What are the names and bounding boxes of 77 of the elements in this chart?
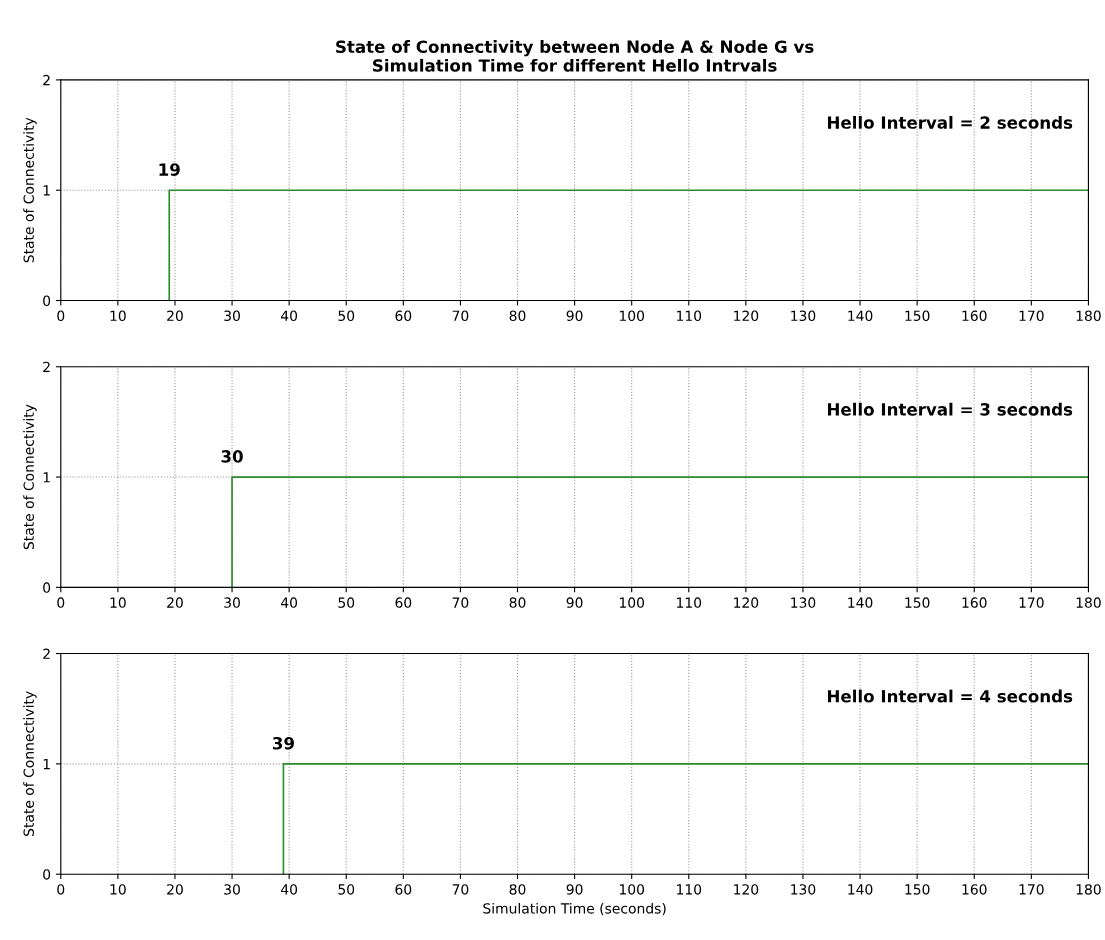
x-tick-label: 170 (1019, 310, 1044, 322)
x-tick-label: 140 (848, 884, 873, 895)
y-tick-label: 2 (43, 74, 50, 86)
x-tick-label: 80 (509, 597, 526, 608)
x-tick-label: 10 (110, 310, 126, 322)
x-tick-label: 60 (395, 884, 412, 895)
x-tick-label: 40 (280, 884, 298, 895)
x-tick-label: 160 (962, 597, 987, 608)
y-tick-label: 0 (43, 295, 51, 307)
y-axis-title: State of Connectivity (23, 117, 37, 263)
annotation: 19 (159, 163, 180, 176)
x-tick-label: 70 (452, 884, 469, 895)
x-tick-label: 110 (677, 884, 702, 895)
x-tick-label: 50 (338, 884, 355, 895)
x-tick-label: 80 (509, 310, 526, 322)
x-tick-label: 150 (905, 884, 930, 895)
y-tick-label: 1 (43, 185, 50, 196)
y-tick-label: 1 (43, 759, 50, 770)
x-tick-label: 130 (791, 310, 816, 322)
x-tick-label: 70 (452, 597, 469, 608)
x-tick-label: 10 (110, 597, 126, 608)
x-tick-label: 40 (280, 310, 298, 322)
x-tick-label: 30 (224, 310, 240, 322)
x-tick-label: 90 (566, 597, 583, 608)
y-tick-label: 0 (43, 582, 51, 593)
x-tick-label: 0 (57, 310, 65, 322)
chart-title: State of Connectivity between Node A & Node G vs Simulation Time for different Hello Intrvals (336, 40, 814, 72)
x-tick-label: 20 (167, 597, 183, 608)
annotation: 39 (272, 736, 294, 750)
y-tick-label: 2 (43, 361, 50, 373)
x-tick-label: 120 (734, 884, 759, 895)
x-tick-label: 70 (452, 310, 469, 322)
annotation: Hello Interval = 3 seconds (827, 402, 1073, 416)
x-tick-label: 120 (734, 310, 759, 322)
x-tick-label: 100 (619, 597, 645, 608)
x-tick-label: 0 (57, 597, 65, 608)
x-tick-label: 40 (280, 597, 298, 608)
x-tick-label: 30 (224, 597, 240, 608)
x-tick-label: 110 (677, 310, 702, 322)
x-tick-label: 180 (1076, 597, 1101, 608)
x-tick-label: 140 (848, 310, 873, 322)
x-tick-label: 180 (1076, 884, 1101, 895)
x-axis-title: Simulation Time (seconds) (483, 902, 666, 916)
x-tick-label: 90 (566, 310, 583, 322)
x-tick-label: 0 (57, 884, 65, 895)
x-tick-label: 50 (338, 310, 355, 322)
annotation: Hello Interval = 4 seconds (827, 689, 1073, 703)
x-tick-label: 170 (1019, 884, 1044, 895)
annotation: 30 (221, 450, 243, 463)
x-tick-label: 140 (848, 597, 873, 608)
x-tick-label: 160 (962, 884, 987, 895)
x-tick-label: 150 (905, 597, 930, 608)
x-tick-label: 60 (395, 597, 412, 608)
x-tick-label: 60 (395, 310, 412, 322)
x-tick-label: 80 (509, 884, 526, 895)
x-tick-label: 100 (619, 884, 645, 895)
x-tick-label: 110 (677, 597, 702, 608)
y-tick-label: 0 (43, 869, 51, 880)
x-tick-label: 170 (1019, 597, 1044, 608)
x-tick-label: 20 (167, 310, 183, 322)
x-tick-label: 130 (791, 597, 816, 608)
x-tick-label: 160 (962, 310, 987, 322)
annotation: Hello Interval = 2 seconds (827, 115, 1073, 129)
x-tick-label: 10 (110, 884, 126, 895)
y-axis-title: State of Connectivity (23, 404, 37, 550)
y-tick-label: 1 (43, 472, 50, 483)
x-tick-label: 30 (224, 884, 240, 895)
x-tick-label: 90 (566, 884, 583, 895)
x-tick-label: 130 (791, 884, 816, 895)
x-tick-label: 50 (338, 597, 355, 608)
y-axis-title: State of Connectivity (23, 691, 37, 836)
x-tick-label: 150 (905, 310, 930, 322)
x-tick-label: 100 (619, 310, 645, 322)
x-tick-label: 20 (167, 884, 183, 895)
x-tick-label: 120 (734, 597, 759, 608)
y-tick-label: 2 (43, 648, 50, 659)
x-tick-label: 180 (1076, 310, 1101, 322)
